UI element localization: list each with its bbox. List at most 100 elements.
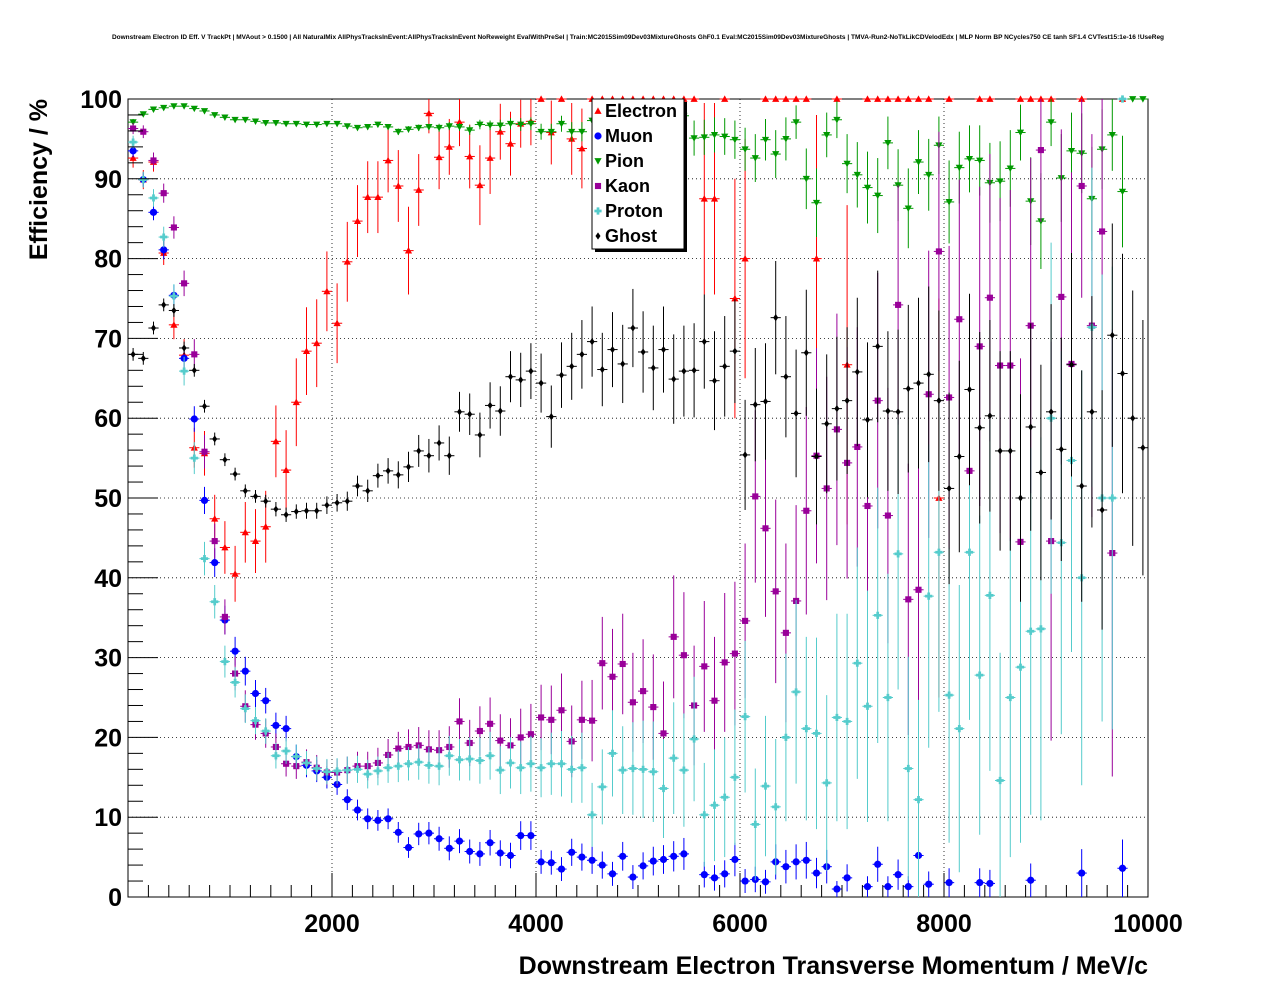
proton-point [782, 733, 790, 741]
muon-point [496, 849, 504, 857]
pion-point [466, 127, 474, 134]
kaon-point [864, 502, 871, 510]
pion-point [1139, 96, 1147, 103]
legend-label-ghost: Ghost [605, 226, 657, 246]
muon-point [506, 851, 515, 860]
electron-point [945, 95, 953, 102]
ghost-point [956, 452, 962, 461]
proton-point [404, 760, 413, 768]
electron-point [1078, 95, 1086, 102]
ghost-point [722, 362, 728, 370]
proton-point [619, 766, 627, 774]
proton-point [700, 811, 708, 819]
legend: Electron Muon Pion Kaon Proton Ghost [591, 98, 687, 252]
muon-point [231, 647, 239, 655]
proton-point [282, 747, 290, 755]
ghost-point [1119, 369, 1126, 378]
proton-point [129, 138, 137, 146]
kaon-point [752, 493, 759, 500]
pion-point [812, 199, 821, 207]
pion-point [506, 120, 515, 128]
pion-point [772, 151, 780, 158]
proton-point [517, 764, 525, 772]
muon-point [262, 697, 270, 705]
legend-marker-proton [594, 207, 602, 215]
proton-point [211, 598, 219, 606]
x-tick-label: 8000 [916, 910, 972, 938]
proton-point [976, 671, 984, 679]
proton-point [710, 801, 719, 809]
pion-point [721, 133, 729, 141]
proton-point [384, 764, 392, 772]
legend-box [591, 98, 685, 250]
pion-point [710, 132, 719, 139]
ghost-point [436, 439, 442, 447]
y-tick-label: 30 [94, 645, 122, 673]
y-tick-label: 60 [94, 405, 122, 433]
electron-point [364, 193, 372, 201]
x-axis-label: Downstream Electron Transverse Momentum … [519, 952, 1148, 980]
electron-point [170, 321, 178, 328]
muon-point [619, 852, 627, 860]
pion-point [843, 160, 851, 168]
pion-point [139, 111, 147, 118]
proton-point [272, 752, 280, 760]
proton-point [486, 752, 494, 760]
muon-point [394, 828, 402, 836]
muon-point [731, 855, 739, 864]
muon-point [568, 848, 576, 856]
electron-point [761, 95, 770, 102]
ghost-point [609, 345, 616, 354]
electron-point [292, 398, 300, 406]
electron-point [302, 347, 311, 355]
proton-point [680, 766, 688, 774]
kaon-point [487, 720, 494, 727]
y-tick-label: 70 [94, 325, 122, 353]
ghost-point [834, 405, 840, 413]
pion-point [282, 120, 290, 128]
kaon-point [701, 663, 708, 670]
muon-point [578, 853, 586, 861]
electron-point [894, 95, 902, 102]
pion-point [435, 124, 443, 132]
electron-point [466, 152, 474, 160]
ghost-point [681, 367, 687, 375]
proton-point [466, 755, 474, 763]
proton-point [302, 759, 311, 767]
kaon-point [1058, 293, 1065, 300]
ghost-point [1140, 444, 1146, 452]
ghost-point [1109, 331, 1115, 339]
ghost-point [252, 492, 259, 501]
electron-point [874, 95, 882, 102]
kaon-point [160, 190, 167, 197]
muon-point [894, 871, 902, 879]
electron-point [741, 255, 749, 262]
pion-point [425, 124, 433, 131]
proton-point [262, 727, 270, 735]
pion-point [547, 128, 555, 136]
kaon-point [660, 730, 667, 737]
ghost-point [589, 337, 595, 346]
proton-point [537, 764, 545, 772]
pion-point [404, 126, 413, 133]
electron-point [1027, 95, 1035, 102]
kaon-point [538, 714, 545, 721]
ghost-point [875, 342, 881, 350]
proton-point [588, 811, 596, 819]
y-tick-label: 40 [94, 565, 122, 593]
ghost-point [1068, 361, 1075, 369]
muon-point [802, 856, 810, 864]
kaon-point [456, 718, 463, 725]
pion-point [578, 128, 586, 136]
pion-point [833, 116, 841, 124]
ghost-point [467, 410, 473, 418]
proton-point [353, 765, 362, 773]
proton-point [364, 770, 372, 778]
pion-point [262, 120, 270, 127]
kaon-point [731, 650, 738, 657]
proton-point [455, 756, 464, 764]
pion-point [415, 124, 423, 132]
legend-label-electron: Electron [605, 101, 677, 121]
ghost-point [181, 344, 187, 352]
ghost-point [762, 397, 769, 406]
